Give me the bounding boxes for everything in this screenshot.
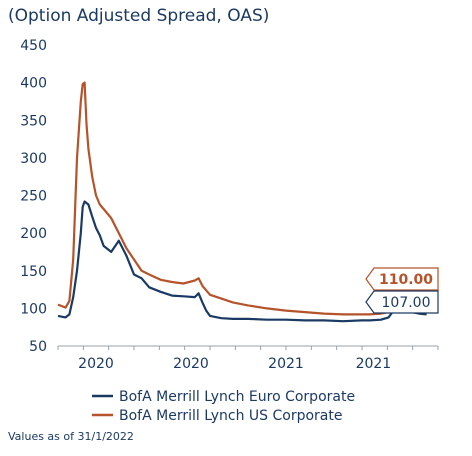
values-date-note: Values as of 31/1/2022 (8, 430, 134, 443)
y-tick-label: 150 (20, 264, 47, 280)
y-tick-label: 100 (20, 301, 47, 317)
y-tick-label: 250 (20, 189, 47, 205)
series-line-euro-corporate (57, 200, 427, 323)
end-label-us-corporate: 110.00 (379, 272, 433, 288)
y-tick-label: 200 (20, 226, 47, 242)
end-label-box-us-corporate (365, 267, 439, 291)
end-labels: 110.00 107.00 (365, 267, 439, 314)
y-tick-label: 400 (20, 76, 47, 92)
legend: BofA Merrill Lynch Euro Corporate BofA Me… (92, 389, 355, 424)
y-tick-label: 300 (20, 151, 47, 167)
chart-subtitle: (Option Adjusted Spread, OAS) (8, 6, 270, 26)
legend-label: BofA Merrill Lynch Euro Corporate (119, 389, 355, 405)
y-tick-label: 50 (29, 339, 47, 355)
x-tick-label: 2021 (268, 356, 304, 372)
x-tick-label: 2020 (78, 356, 114, 372)
x-tick-label: 2021 (356, 356, 392, 372)
x-tick-label: 2020 (173, 356, 209, 372)
axis-layer: 50 100 150 200 250 300 350 400 450 2020 2020 2021 20… (20, 38, 439, 372)
y-tick-label: 350 (20, 113, 47, 129)
y-tick-label: 450 (20, 38, 47, 54)
end-label-box-euro-corporate (365, 290, 439, 314)
end-label-euro-corporate: 107.00 (382, 295, 431, 311)
legend-label: BofA Merrill Lynch US Corporate (119, 408, 342, 424)
